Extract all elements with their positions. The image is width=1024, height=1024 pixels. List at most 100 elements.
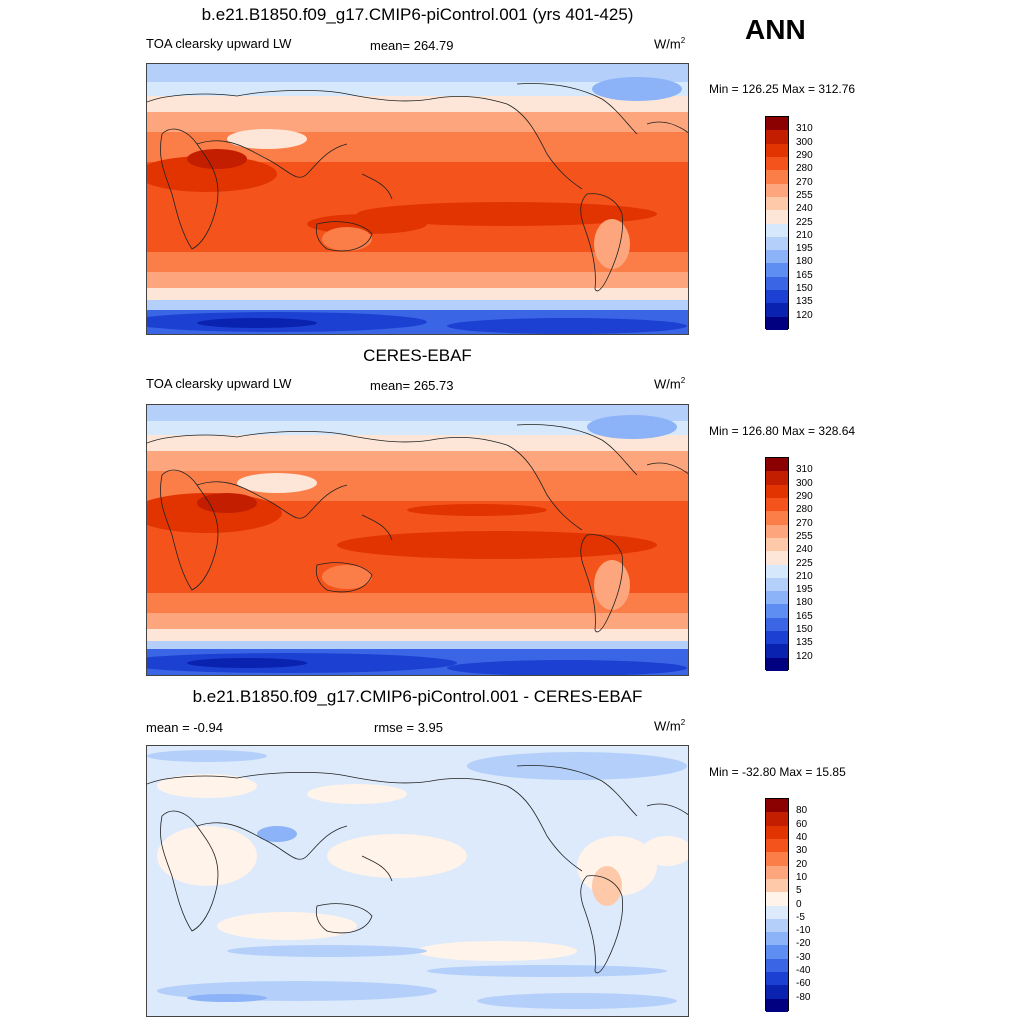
colorbar-swatch <box>766 484 788 498</box>
colorbar-tick-label: 10 <box>796 871 808 883</box>
colorbar-swatch <box>766 838 788 853</box>
colorbar-swatch <box>766 196 788 211</box>
colorbar-swatch <box>766 263 788 277</box>
colorbar-swatch <box>766 892 788 906</box>
colorbar-swatch <box>766 958 788 973</box>
colorbar-swatch <box>766 316 788 330</box>
colorbar-tick-label: -10 <box>796 925 811 937</box>
panel-1-variable-label: TOA clearsky upward LW <box>146 36 292 51</box>
colorbar-tick-label: 135 <box>796 637 813 649</box>
colorbar-swatch <box>766 972 788 986</box>
colorbar-swatch <box>766 577 788 592</box>
colorbar-swatch <box>766 236 788 251</box>
panel-2-map-svg <box>147 405 688 675</box>
colorbar-swatch <box>766 905 788 919</box>
colorbar-tick-label: -30 <box>796 951 811 963</box>
colorbar-swatch <box>766 825 788 839</box>
colorbar-tick-label: -20 <box>796 938 811 950</box>
panel-3-map <box>146 745 689 1017</box>
colorbar-swatch <box>766 210 788 224</box>
colorbar-tick-label: 240 <box>796 544 813 556</box>
colorbar-tick-label: 165 <box>796 269 813 281</box>
colorbar-tick-label: 40 <box>796 831 808 843</box>
colorbar-swatch <box>766 223 788 237</box>
panel-3-minmax: Min = -32.80 Max = 15.85 <box>709 765 846 779</box>
panel-1-colorbar <box>765 116 789 330</box>
colorbar-swatch <box>766 551 788 565</box>
colorbar-swatch <box>766 865 788 879</box>
colorbar-tick-label: -80 <box>796 991 811 1003</box>
panel-3-rmse-label: rmse = 3.95 <box>374 720 444 735</box>
panel-2-units: W/m2 <box>654 376 686 392</box>
panel-3-mean-label: mean = -0.94 <box>146 720 223 735</box>
colorbar-swatch <box>766 644 788 658</box>
colorbar-swatch <box>766 130 788 144</box>
colorbar-tick-label: 240 <box>796 203 813 215</box>
panel-1-units: W/m2 <box>654 36 686 52</box>
colorbar-swatch <box>766 604 788 618</box>
colorbar-swatch <box>766 250 788 264</box>
panel-1-mean-label: mean= 264.79 <box>370 38 454 53</box>
colorbar-swatch <box>766 998 788 1012</box>
panel-3-colorbar <box>765 798 789 1012</box>
colorbar-tick-label: 290 <box>796 149 813 161</box>
panel-2-colorbar <box>765 457 789 671</box>
colorbar-swatch <box>766 511 788 525</box>
colorbar-tick-label: 20 <box>796 858 808 870</box>
colorbar-swatch <box>766 657 788 671</box>
colorbar-tick-label: 270 <box>796 517 813 529</box>
colorbar-tick-label: 120 <box>796 650 813 662</box>
colorbar-tick-label: 255 <box>796 189 813 201</box>
colorbar-tick-label: 300 <box>796 477 813 489</box>
panel-2-title: CERES-EBAF <box>363 346 472 365</box>
colorbar-tick-label: 225 <box>796 557 813 569</box>
colorbar-swatch <box>766 918 788 933</box>
panel-2-map <box>146 404 689 676</box>
colorbar-swatch <box>766 564 788 578</box>
colorbar-tick-label: 150 <box>796 283 813 295</box>
colorbar-tick-label: 225 <box>796 216 813 228</box>
panel-1-minmax: Min = 126.25 Max = 312.76 <box>709 82 856 96</box>
colorbar-swatch <box>766 117 788 131</box>
colorbar-swatch <box>766 945 788 959</box>
colorbar-swatch <box>766 303 788 317</box>
colorbar-swatch <box>766 537 788 552</box>
colorbar-swatch <box>766 878 788 893</box>
panel-3-title: b.e21.B1850.f09_g17.CMIP6-piControl.001 … <box>192 687 643 706</box>
panel-3-map-svg <box>147 746 688 1016</box>
colorbar-tick-label: 120 <box>796 309 813 321</box>
colorbar-tick-label: 180 <box>796 256 813 268</box>
colorbar-tick-label: 280 <box>796 504 813 516</box>
colorbar-tick-label: 180 <box>796 597 813 609</box>
colorbar-tick-label: 310 <box>796 464 813 476</box>
colorbar-swatch <box>766 985 788 999</box>
season-label: ANN <box>745 14 806 45</box>
colorbar-swatch <box>766 156 788 171</box>
colorbar-tick-label: -40 <box>796 965 811 977</box>
colorbar-tick-label: 135 <box>796 296 813 308</box>
colorbar-tick-label: -5 <box>796 911 805 923</box>
colorbar-swatch <box>766 617 788 632</box>
colorbar-swatch <box>766 458 788 472</box>
colorbar-tick-label: 280 <box>796 163 813 175</box>
panel-2-mean-label: mean= 265.73 <box>370 378 454 393</box>
colorbar-swatch <box>766 143 788 157</box>
colorbar-swatch <box>766 183 788 197</box>
colorbar-swatch <box>766 524 788 538</box>
colorbar-tick-label: 270 <box>796 176 813 188</box>
colorbar-swatch <box>766 276 788 291</box>
colorbar-swatch <box>766 497 788 512</box>
colorbar-swatch <box>766 591 788 605</box>
colorbar-swatch <box>766 471 788 485</box>
panel-2-variable-label: TOA clearsky upward LW <box>146 376 292 391</box>
colorbar-tick-label: 210 <box>796 229 813 241</box>
colorbar-tick-label: -60 <box>796 978 811 990</box>
colorbar-tick-label: 150 <box>796 624 813 636</box>
panel-1-map-svg <box>147 64 688 334</box>
colorbar-tick-label: 60 <box>796 818 808 830</box>
colorbar-tick-label: 165 <box>796 610 813 622</box>
colorbar-tick-label: 0 <box>796 898 802 910</box>
colorbar-swatch <box>766 852 788 866</box>
colorbar-tick-label: 290 <box>796 490 813 502</box>
colorbar-tick-label: 255 <box>796 530 813 542</box>
